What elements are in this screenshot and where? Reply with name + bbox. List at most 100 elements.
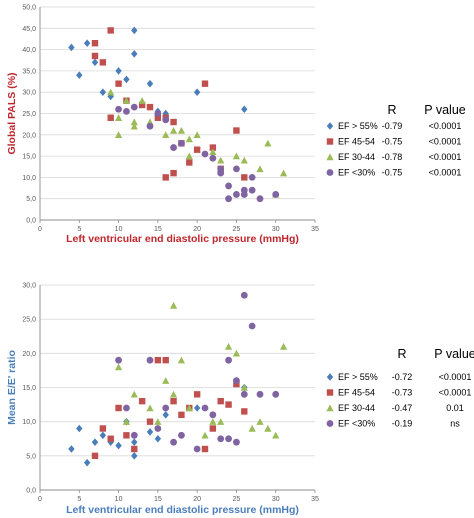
data-point xyxy=(256,390,264,398)
data-point xyxy=(225,401,232,408)
data-point xyxy=(76,71,83,79)
data-point xyxy=(146,122,154,130)
data-point xyxy=(114,131,123,138)
x-tick-label: 35 xyxy=(311,496,319,503)
x-tick-label: 10 xyxy=(115,496,123,503)
data-point xyxy=(217,156,225,164)
data-point xyxy=(248,186,256,194)
data-point xyxy=(76,424,83,433)
data-point xyxy=(91,58,99,67)
legend-label: EF 30-44 xyxy=(338,152,375,162)
data-point xyxy=(115,105,122,113)
data-point xyxy=(233,380,240,388)
r-header: R xyxy=(397,347,406,361)
data-point xyxy=(256,165,264,173)
legend-marker xyxy=(326,389,334,396)
data-point xyxy=(186,159,193,166)
data-point xyxy=(177,356,186,364)
data-point xyxy=(248,322,256,330)
y-tick-label: 5,0 xyxy=(26,453,36,460)
data-point xyxy=(193,404,201,412)
legend-marker xyxy=(326,122,334,130)
data-point xyxy=(107,88,115,96)
data-point xyxy=(122,97,131,104)
r-value: -0.19 xyxy=(392,419,413,429)
data-point xyxy=(154,114,162,121)
data-point xyxy=(193,88,201,96)
data-point xyxy=(264,424,272,432)
data-point xyxy=(256,195,264,203)
data-point xyxy=(225,356,232,364)
legend-marker xyxy=(326,138,334,145)
data-point xyxy=(241,105,248,114)
data-point xyxy=(115,441,122,450)
y-tick-label: 15,0 xyxy=(22,385,36,392)
data-point xyxy=(170,118,177,126)
data-point xyxy=(279,342,288,350)
data-point xyxy=(240,383,248,391)
data-point xyxy=(130,118,138,126)
data-point xyxy=(162,356,169,364)
y-tick-label: 20,0 xyxy=(22,132,36,139)
data-point xyxy=(83,39,91,48)
data-point xyxy=(130,103,138,111)
data-point xyxy=(99,431,107,440)
x-tick-label: 30 xyxy=(272,226,280,233)
data-point xyxy=(115,356,122,364)
data-point xyxy=(146,79,154,88)
y-tick-label: 50,0 xyxy=(22,5,36,12)
data-point xyxy=(91,452,99,460)
data-point xyxy=(169,126,178,134)
legend-label: EF 30-44 xyxy=(338,403,375,413)
x-tick-label: 25 xyxy=(233,226,241,233)
data-point xyxy=(170,144,177,151)
r-value: -0.72 xyxy=(392,372,413,382)
x-tick-label: 25 xyxy=(233,496,241,503)
series-ef-45-54 xyxy=(91,27,248,181)
x-tick-label: 15 xyxy=(154,496,162,503)
data-point xyxy=(241,408,248,415)
x-tick-label: 20 xyxy=(193,496,201,503)
data-point xyxy=(209,418,217,425)
legend-label: EF 45-54 xyxy=(338,137,375,147)
data-point xyxy=(83,458,91,467)
series-ef-30- xyxy=(115,103,280,203)
data-point xyxy=(123,107,130,115)
x-axis-label: Left ventricular end diastolic pressure … xyxy=(66,504,299,516)
data-point xyxy=(146,103,154,111)
data-point xyxy=(240,191,248,198)
data-point xyxy=(217,418,225,425)
x-tick-label: 30 xyxy=(272,496,280,503)
data-point xyxy=(232,349,241,357)
x-tick-label: 5 xyxy=(77,496,81,503)
data-point xyxy=(241,174,248,181)
r-header: R xyxy=(387,103,396,117)
y-axis-label: Global PALS (%) xyxy=(6,72,18,154)
data-point xyxy=(123,404,130,412)
data-point xyxy=(272,390,280,398)
data-point xyxy=(240,390,248,398)
legend-marker xyxy=(326,153,334,161)
data-point xyxy=(201,404,209,412)
y-tick-label: 20,0 xyxy=(22,351,36,358)
r-value: -0.75 xyxy=(382,137,403,147)
data-point xyxy=(138,101,146,109)
data-point xyxy=(146,428,154,436)
data-point xyxy=(240,291,248,299)
data-point xyxy=(209,148,217,156)
data-point xyxy=(248,174,256,181)
data-point xyxy=(162,411,169,419)
x-axis-label: Left ventricular end diastolic pressure … xyxy=(66,233,299,245)
y-tick-label: 10,0 xyxy=(22,175,36,182)
p-value: <0.0001 xyxy=(439,372,472,382)
data-point xyxy=(114,363,123,371)
y-tick-label: 40,0 xyxy=(22,47,36,54)
y-axis-label: Mean E/E' ratio xyxy=(6,350,18,425)
data-point xyxy=(107,114,114,121)
data-point xyxy=(193,131,201,138)
series-ef-45-54 xyxy=(91,356,248,460)
r-value: -0.75 xyxy=(382,168,403,178)
p-value: <0.0001 xyxy=(429,121,462,131)
